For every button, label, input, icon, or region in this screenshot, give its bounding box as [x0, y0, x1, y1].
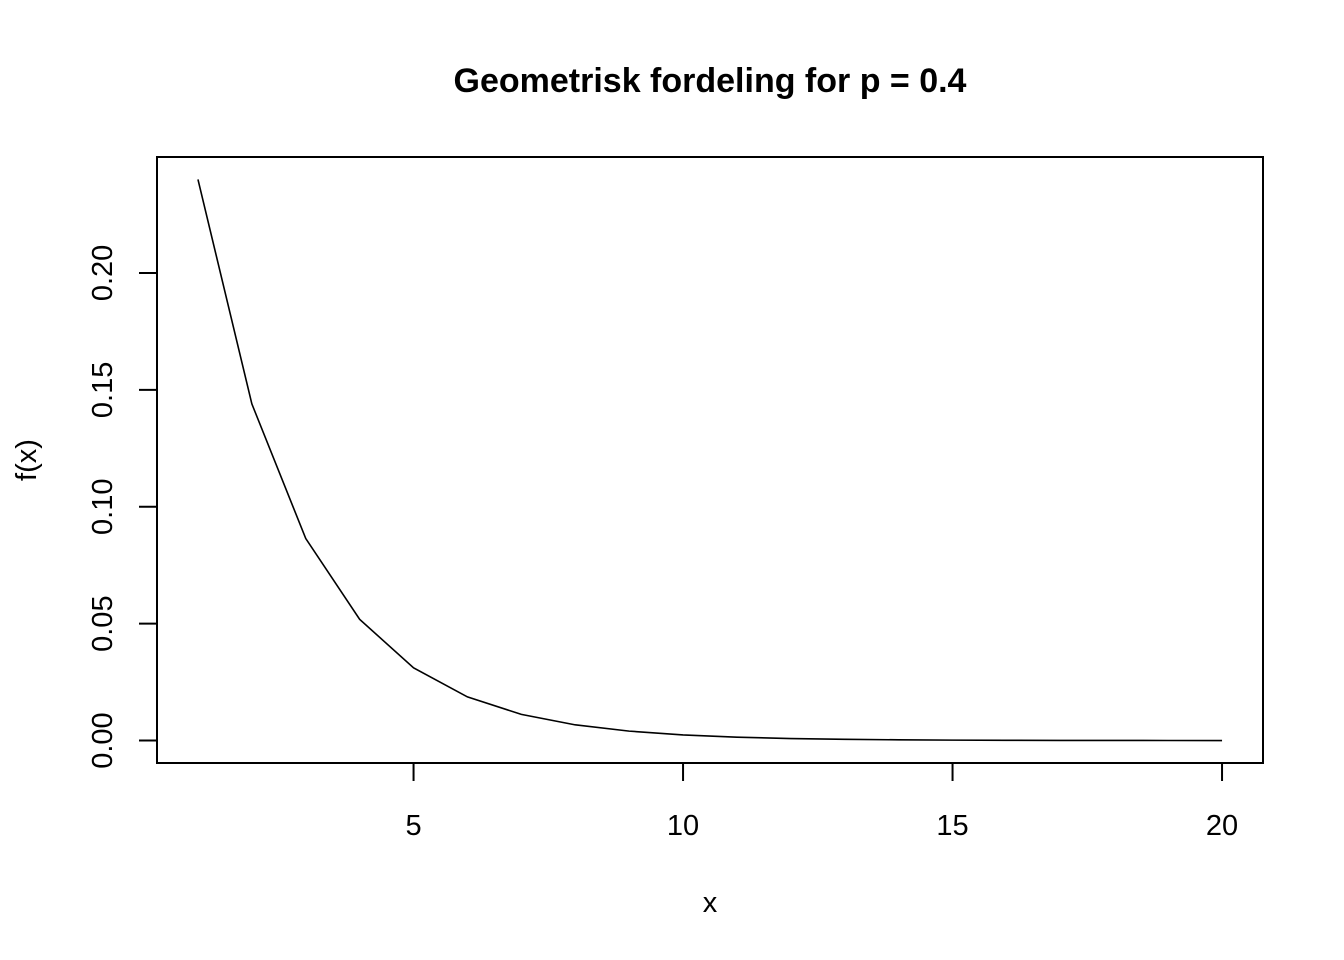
x-tick-label-10: 10 [667, 810, 699, 842]
chart-title: Geometrisk fordeling for p = 0.4 [454, 62, 967, 100]
y-tick-label-0.05: 0.05 [87, 595, 119, 651]
plot-frame [156, 156, 1264, 764]
y-axis: 0.00 0.05 0.10 0.15 0.20 [87, 245, 157, 769]
y-tick-label-0.10: 0.10 [87, 479, 119, 535]
x-tick-label-5: 5 [405, 810, 421, 842]
x-axis: 5 10 15 20 [405, 763, 1238, 842]
y-tick-label-0.15: 0.15 [87, 362, 119, 418]
y-axis-label: f(x) [11, 439, 43, 481]
y-tick-label-0.00: 0.00 [87, 712, 119, 768]
series-line [197, 179, 1223, 742]
x-axis-label: x [703, 887, 718, 919]
x-tick-label-20: 20 [1206, 810, 1238, 842]
y-tick-label-0.20: 0.20 [87, 245, 119, 301]
x-tick-label-15: 15 [936, 810, 968, 842]
